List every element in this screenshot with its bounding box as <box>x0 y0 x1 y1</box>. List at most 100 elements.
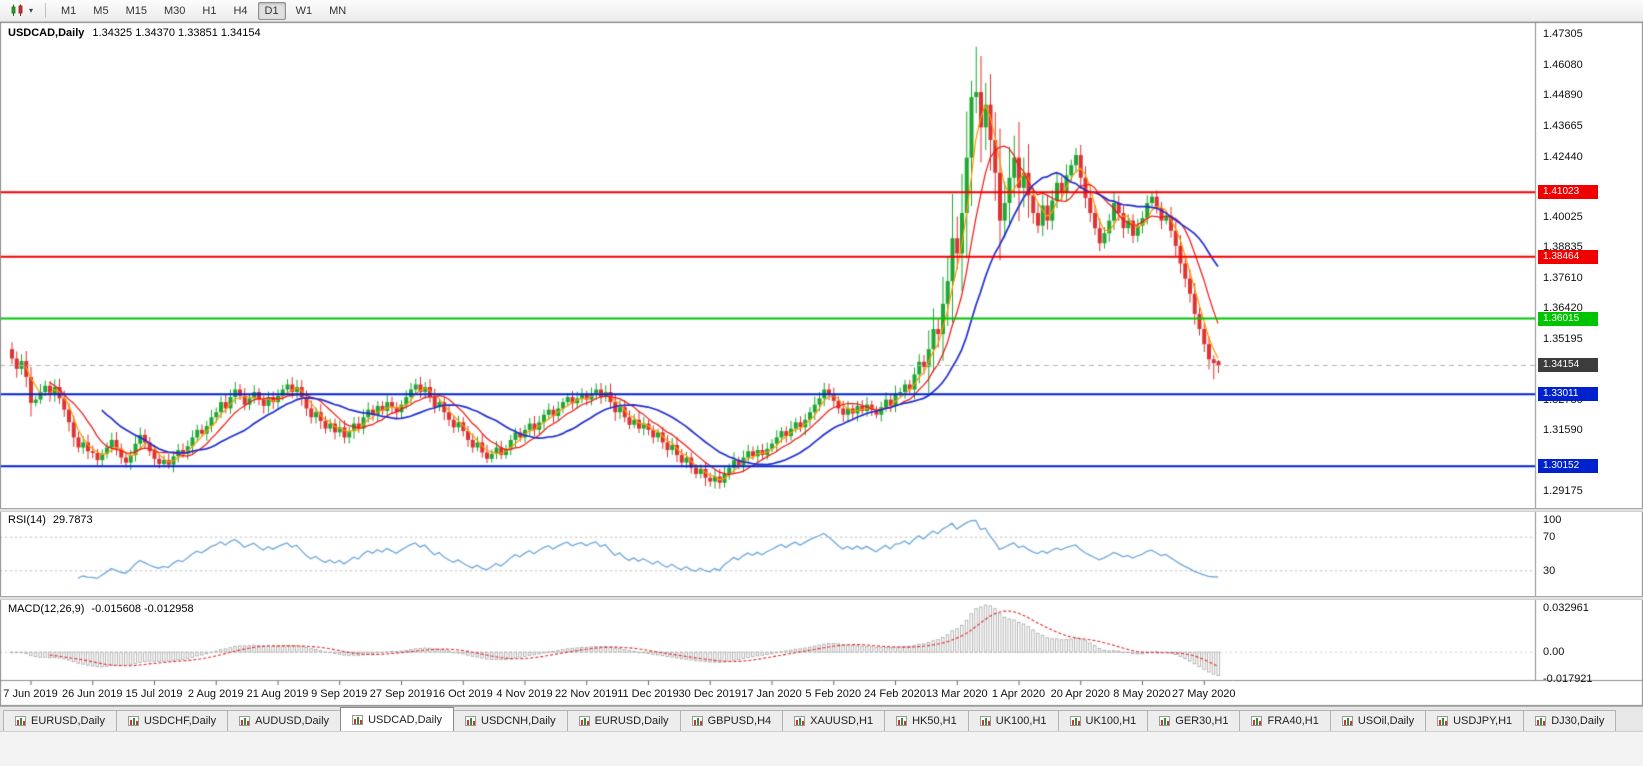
mini-chart-icon <box>1437 716 1449 726</box>
chart-tab-uk100-h1[interactable]: UK100,H1 <box>967 710 1059 731</box>
chart-tab-usdchf-daily[interactable]: USDCHF,Daily <box>115 710 229 731</box>
price-scale-label: 1.44890 <box>1543 88 1583 101</box>
tab-label: FRA40,H1 <box>1267 715 1319 727</box>
tab-label: EURUSD,Daily <box>31 715 105 727</box>
rsi-scale-label: 30 <box>1543 564 1556 577</box>
panel-separator[interactable] <box>0 508 1643 512</box>
tab-label: UK100,H1 <box>995 715 1047 727</box>
price-scale-label: 1.46080 <box>1543 58 1583 71</box>
timeframe-button-d1[interactable]: D1 <box>257 1 286 20</box>
rsi-scale-label: 70 <box>1543 531 1556 544</box>
rsi-scale-label: 100 <box>1543 514 1562 526</box>
mini-chart-icon <box>465 716 477 726</box>
date-axis-label: 5 Feb 2020 <box>805 688 862 700</box>
current-price-badge: 1.34154 <box>1538 358 1598 373</box>
chart-symbol-label: USDCAD,Daily <box>8 27 85 39</box>
price-scale-label: 1.31590 <box>1543 424 1583 437</box>
date-axis-label: 27 May 2020 <box>1171 688 1236 700</box>
date-axis-label: 21 Aug 2019 <box>246 688 309 700</box>
mini-chart-icon <box>15 716 26 726</box>
price-scale-label: 1.36420 <box>1543 302 1583 315</box>
toolbar-separator <box>45 3 47 18</box>
chart-tab-fra40-h1[interactable]: FRA40,H1 <box>1239 710 1331 731</box>
mini-chart-icon <box>1159 716 1171 726</box>
price-scale-axis[interactable]: 1.47305 1.46080 1.44890 1.43665 1.42440 1.400… <box>1537 22 1643 685</box>
chart-tab-audusd-daily[interactable]: AUDUSD,Daily <box>227 710 342 731</box>
chart-tab-dj30-daily[interactable]: DJ30,Daily <box>1523 710 1617 731</box>
price-scale-label: 1.43665 <box>1543 119 1583 132</box>
chart-tab-gbpusd-h4[interactable]: GBPUSD,H4 <box>679 710 784 731</box>
chart-tab-ger30-h1[interactable]: GER30,H1 <box>1147 710 1241 731</box>
timeframe-button-m5[interactable]: M5 <box>93 4 109 17</box>
mini-chart-icon <box>352 714 364 725</box>
mini-chart-icon <box>578 716 590 726</box>
timeframe-button-h4[interactable]: H4 <box>233 4 248 17</box>
date-axis-label: 2 Aug 2019 <box>187 688 244 700</box>
price-line-badge: 1.30152 <box>1538 459 1598 474</box>
price-scale-label: 1.35195 <box>1543 333 1583 346</box>
chart-tab-uk100-h1[interactable]: UK100,H1 <box>1057 710 1149 731</box>
rsi-value: 29.7873 <box>52 514 93 526</box>
timeframe-button-mn[interactable]: MN <box>329 4 347 17</box>
chart-tab-bar: EURUSD,Daily USDCHF,Daily AUDUSD,Daily USDC… <box>0 706 1643 731</box>
mini-chart-icon <box>794 716 806 726</box>
macd-name: MACD(12,26,9) <box>8 603 85 615</box>
mini-chart-icon <box>896 716 908 726</box>
macd-scale-label: -0.017921 <box>1543 673 1593 685</box>
chart-tab-eurusd-daily[interactable]: EURUSD,Daily <box>566 710 681 731</box>
price-scale-label: 1.47305 <box>1543 27 1583 40</box>
price-chart-canvas[interactable] <box>0 22 1643 706</box>
rsi-indicator-label: RSI(14) 29.7873 <box>8 514 93 526</box>
timeframe-button-h1[interactable]: H1 <box>202 4 217 17</box>
date-axis-label: 9 Sep 2019 <box>311 688 368 700</box>
date-axis-label: 20 Apr 2020 <box>1050 688 1110 700</box>
status-strip <box>0 731 1643 766</box>
date-axis-label: 8 May 2020 <box>1113 688 1171 700</box>
price-scale-label: 1.29175 <box>1543 484 1583 497</box>
chart-tab-usdcad-daily[interactable]: USDCAD,Daily <box>340 707 455 731</box>
rsi-name: RSI(14) <box>8 514 46 526</box>
tab-label: XAUUSD,H1 <box>810 715 874 727</box>
timeframe-button-w1[interactable]: W1 <box>295 4 313 17</box>
chart-ohlc-values: 1.34325 1.34370 1.33851 1.34154 <box>92 27 261 39</box>
chart-tab-usoil-daily[interactable]: USOil,Daily <box>1329 710 1427 731</box>
price-line-badge: 1.38464 <box>1538 249 1598 264</box>
chart-title: USDCAD,Daily 1.34325 1.34370 1.33851 1.3… <box>8 27 261 39</box>
date-axis-label: 24 Feb 2020 <box>864 688 926 700</box>
date-axis-label: 27 Sep 2019 <box>369 688 433 700</box>
mini-chart-icon <box>1535 716 1547 726</box>
panel-separator[interactable] <box>0 596 1643 600</box>
timeframe-button-m30[interactable]: M30 <box>163 4 186 17</box>
price-line-badge: 1.36015 <box>1538 311 1598 326</box>
tab-label: USDJPY,H1 <box>1453 715 1513 727</box>
chart-tab-usdjpy-h1[interactable]: USDJPY,H1 <box>1425 710 1525 731</box>
timeframe-button-m15[interactable]: M15 <box>125 4 147 17</box>
tab-label: DJ30,Daily <box>1551 715 1605 727</box>
price-line-badge: 1.33011 <box>1538 387 1598 402</box>
date-axis-label: 4 Nov 2019 <box>496 688 553 700</box>
tab-label: HK50,H1 <box>912 715 957 727</box>
chart-tab-eurusd-daily[interactable]: EURUSD,Daily <box>3 710 117 731</box>
tab-label: USOil,Daily <box>1357 715 1415 727</box>
mini-chart-icon <box>1069 716 1081 726</box>
macd-indicator-label: MACD(12,26,9) -0.015608 -0.012958 <box>8 603 194 615</box>
toolbar: ▾ M1 M5 M15 M30 H1 H4 D1 W1 MN <box>0 0 1643 22</box>
chart-tab-usdcnh-daily[interactable]: USDCNH,Daily <box>453 710 568 731</box>
macd-scale-label: 0.00 <box>1543 646 1565 659</box>
chart-tab-xauusd-h1[interactable]: XAUUSD,H1 <box>782 710 886 731</box>
mini-chart-icon <box>239 716 251 726</box>
chart-type-button[interactable]: ▾ <box>5 2 37 19</box>
mini-chart-icon <box>1251 716 1263 726</box>
date-axis[interactable]: 7 Jun 2019 26 Jun 2019 15 Jul 2019 2 Aug 20… <box>0 680 1537 706</box>
tab-label: GER30,H1 <box>1175 715 1229 727</box>
price-scale-label: 1.42440 <box>1543 150 1583 163</box>
chart-tab-hk50-h1[interactable]: HK50,H1 <box>884 710 969 731</box>
tab-label: USDCHF,Daily <box>143 715 217 727</box>
date-axis-label: 17 Jan 2020 <box>741 688 802 700</box>
timeframe-button-m1[interactable]: M1 <box>61 4 77 17</box>
mini-chart-icon <box>691 716 703 726</box>
macd-scale-label: 0.032961 <box>1543 602 1589 614</box>
timeframe-button-group: M1 M5 M15 M30 H1 H4 D1 W1 MN <box>54 1 353 20</box>
mini-chart-icon <box>127 716 139 726</box>
